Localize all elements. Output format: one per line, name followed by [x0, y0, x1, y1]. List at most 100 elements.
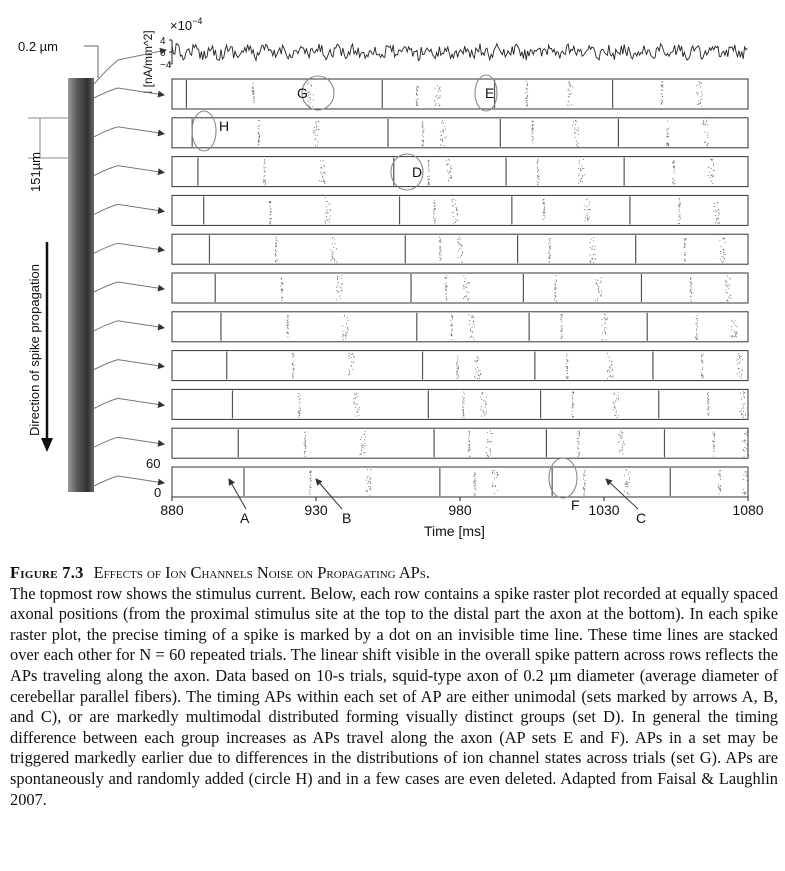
- axon-connector: [93, 126, 165, 138]
- spacing-label: 151µm: [28, 152, 43, 192]
- spike-set: [457, 236, 463, 263]
- spike-set: [307, 82, 314, 108]
- spike-set: [467, 430, 471, 457]
- spike-set: [531, 120, 534, 144]
- raster-row: [171, 466, 749, 498]
- x-tick-label: 930: [304, 502, 328, 518]
- caption-number: Figure 7.3: [10, 563, 84, 582]
- spike-set: [274, 236, 278, 263]
- caption-body: The topmost row shows the stimulus curre…: [10, 583, 778, 809]
- raster-row: [171, 117, 749, 149]
- axon-connector: [93, 475, 165, 487]
- spike-set: [696, 81, 703, 107]
- spike-set: [342, 315, 349, 341]
- spike-set: [251, 82, 255, 103]
- arrow-label-c: C: [636, 510, 646, 526]
- spike-set: [713, 201, 720, 224]
- raster-row-frame: [171, 194, 749, 226]
- diameter-label: 0.2 µm: [18, 39, 58, 54]
- spike-set: [707, 391, 710, 416]
- spike-set: [492, 470, 499, 494]
- spike-set: [415, 86, 419, 106]
- spike-set: [542, 198, 546, 220]
- spike-set: [280, 277, 284, 302]
- trials-top-tick: 60: [146, 456, 160, 471]
- spike-set: [583, 198, 591, 221]
- arrow-label-a: A: [240, 510, 250, 526]
- spike-set: [701, 119, 709, 147]
- axon-connector: [93, 87, 165, 99]
- spike-set: [548, 238, 551, 263]
- spike-set: [718, 470, 722, 495]
- raster-row: [171, 388, 749, 420]
- raster-row-frame: [171, 156, 749, 188]
- raster-row-frame: [171, 78, 749, 110]
- figure-svg: 0.2 µm 151µm Direction of spike propagat…: [18, 16, 764, 539]
- x-axis-ticks: 880 930 980 1030 1080: [160, 497, 764, 518]
- raster-row: [171, 233, 749, 265]
- spike-set: [330, 237, 338, 263]
- circle-label-f: F: [571, 497, 580, 513]
- spike-set: [309, 470, 312, 495]
- spike-set: [554, 275, 557, 302]
- current-ticks: 40−4: [160, 36, 173, 71]
- spike-set: [451, 198, 458, 225]
- spike-set: [701, 354, 704, 379]
- x-axis-label: Time [ms]: [424, 523, 485, 539]
- spike-set: [565, 353, 569, 379]
- axon-connector: [93, 281, 165, 293]
- spike-set: [607, 352, 614, 379]
- spike-set: [666, 120, 670, 147]
- spike-set: [336, 275, 343, 301]
- current-scale: ×10−4: [170, 16, 202, 33]
- raster-row: [171, 350, 749, 382]
- spike-set: [601, 313, 608, 341]
- spike-set: [739, 391, 747, 418]
- spike-set: [707, 158, 715, 184]
- arrow-annotations: A B C: [228, 478, 646, 526]
- raster-row: [171, 78, 749, 110]
- axon-connector: [93, 242, 165, 254]
- spike-set: [742, 471, 749, 495]
- raster-row-frame: [171, 233, 749, 265]
- circle-label-g: G: [297, 85, 308, 101]
- spike-set: [268, 201, 272, 225]
- x-tick-label: 880: [160, 502, 184, 518]
- spike-set: [742, 431, 749, 457]
- spike-set: [263, 159, 266, 186]
- spike-set: [566, 81, 574, 106]
- raster-row: [171, 194, 749, 226]
- current-axis-label: I [nA/mm^2]: [141, 30, 155, 94]
- figure: 0.2 µm 151µm Direction of spike propagat…: [18, 16, 764, 539]
- spike-set: [572, 119, 579, 147]
- spike-set: [672, 160, 675, 185]
- raster-row-frame: [171, 427, 749, 459]
- spike-set: [612, 391, 620, 418]
- spike-set: [438, 236, 442, 261]
- spike-set: [427, 159, 430, 186]
- axon-connectors: [93, 47, 167, 487]
- spike-set: [712, 431, 716, 457]
- raster-rows: [171, 78, 749, 498]
- spike-set: [324, 197, 332, 224]
- arrow-label-b: B: [342, 510, 351, 526]
- spike-set: [536, 158, 540, 186]
- raster-row-frame: [171, 117, 749, 149]
- spike-set: [463, 275, 470, 301]
- spike-set: [359, 431, 366, 456]
- spike-set: [303, 431, 307, 457]
- spike-set: [480, 391, 487, 417]
- current-tick-label: 4: [160, 36, 166, 47]
- current-scale-exp: −4: [192, 16, 202, 26]
- x-tick-label: 980: [448, 502, 472, 518]
- caption-title-line: Figure 7.3 Effects of Ion Channels Noise …: [10, 563, 778, 584]
- spike-set: [353, 392, 360, 417]
- current-tick-label: −4: [160, 60, 172, 71]
- spike-set: [421, 121, 425, 147]
- spike-set: [319, 160, 326, 184]
- spike-set: [348, 352, 355, 376]
- axon-connector: [93, 436, 165, 448]
- spike-set: [595, 277, 603, 302]
- axon-connector: [93, 165, 165, 177]
- spike-set: [450, 315, 454, 340]
